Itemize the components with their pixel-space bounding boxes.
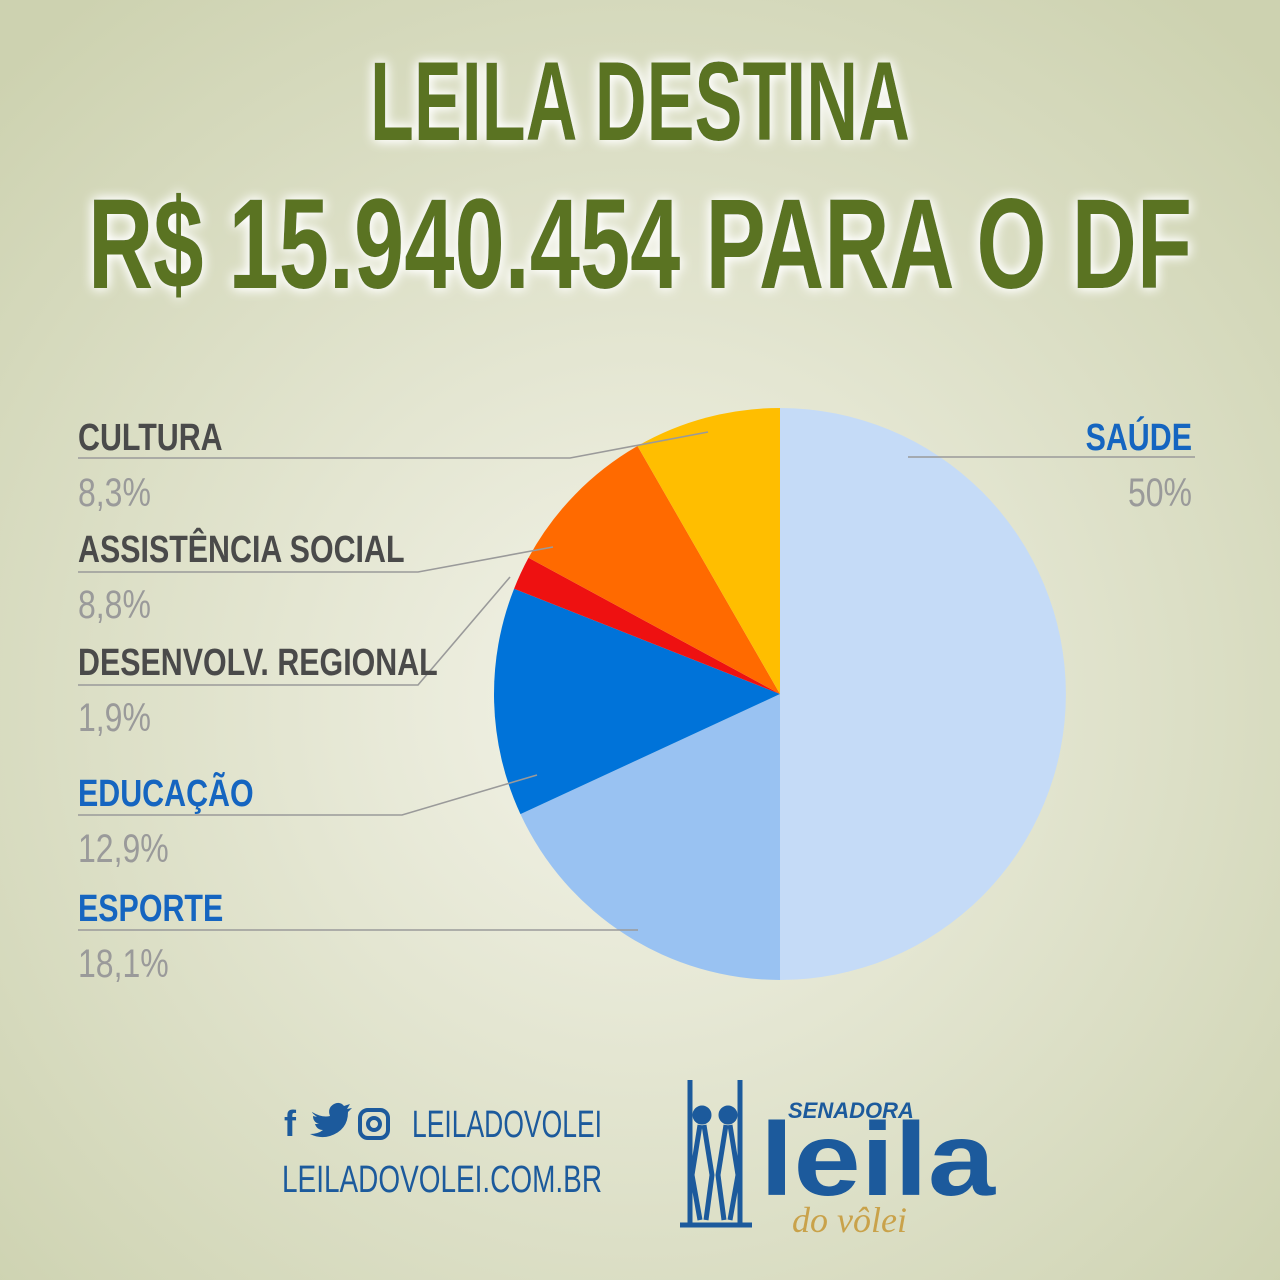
logo-name: leila — [760, 1102, 996, 1218]
value-label: 18,1% — [78, 941, 169, 986]
pie — [494, 408, 1066, 980]
value-label-group: 18,1% — [78, 941, 169, 986]
value-label-group: 8,3% — [78, 470, 151, 515]
pie-slice — [494, 588, 780, 815]
value-label: 8,8% — [78, 582, 151, 627]
category-label: ASSISTÊNCIA SOCIAL — [78, 527, 405, 571]
website[interactable]: LEILADOVOLEI.COM.BR — [282, 1159, 602, 1201]
category-label-group: ASSISTÊNCIA SOCIAL — [78, 527, 405, 571]
twitter-icon[interactable] — [310, 1102, 352, 1138]
value-label: 8,3% — [78, 470, 151, 515]
value-label-group: 8,8% — [78, 582, 151, 627]
leader-line — [78, 576, 511, 686]
pie-slice — [780, 408, 1066, 980]
leader-line — [78, 774, 538, 816]
social-icons: f — [284, 1102, 390, 1144]
social-handle[interactable]: LEILADOVOLEI — [412, 1104, 602, 1146]
leader-line — [78, 546, 554, 573]
instagram-lens — [366, 1116, 382, 1132]
pie-slice — [520, 694, 780, 980]
logo-figures — [680, 1080, 752, 1228]
labels: SAÚDE 50% ESPORTE 18,1% EDUCAÇÃO 12,9% DESENVO… — [78, 415, 1195, 986]
subtitle: R$ 15.940.454 PARA O DF — [88, 173, 1192, 316]
category-label-group: CULTURA — [78, 417, 223, 459]
logo-top: SENADORA — [788, 1098, 914, 1123]
leader-line — [78, 431, 709, 459]
category-label: CULTURA — [78, 417, 223, 459]
pie-slice — [637, 408, 780, 694]
instagram-icon[interactable] — [358, 1108, 390, 1140]
logo-sub: do vôlei — [792, 1200, 907, 1240]
category-label-group: EDUCAÇÃO — [78, 772, 254, 815]
pie-slice — [514, 557, 780, 694]
category-label-group: DESENVOLV. REGIONAL — [78, 642, 438, 684]
category-label: DESENVOLV. REGIONAL — [78, 642, 438, 684]
value-label: 50% — [1128, 470, 1192, 515]
value-label: 12,9% — [78, 826, 169, 871]
value-label-group: 50% — [1128, 470, 1192, 515]
category-label-group: SAÚDE — [1086, 415, 1192, 459]
facebook-icon[interactable]: f — [284, 1103, 297, 1144]
category-label: SAÚDE — [1086, 415, 1192, 459]
value-label-group: 12,9% — [78, 826, 169, 871]
title: LEILA DESTINA — [370, 39, 910, 164]
value-label-group: 1,9% — [78, 695, 151, 740]
category-label: ESPORTE — [78, 888, 223, 930]
category-label: EDUCAÇÃO — [78, 772, 254, 815]
pie-slice — [528, 446, 780, 694]
category-label-group: ESPORTE — [78, 888, 223, 930]
value-label: 1,9% — [78, 695, 151, 740]
